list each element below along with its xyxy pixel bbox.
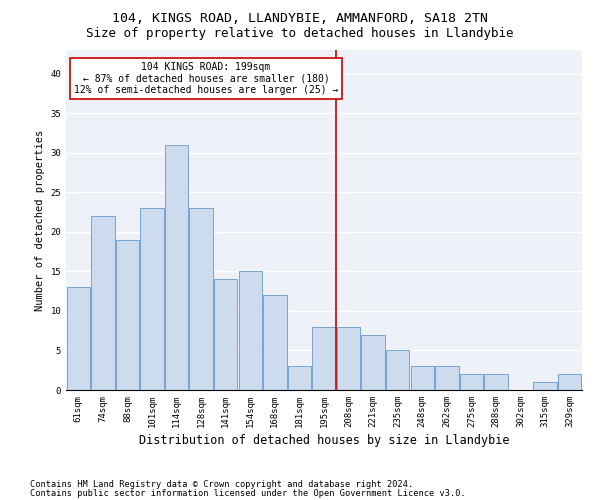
Bar [67,287,90,390]
Bar [386,350,409,390]
Bar [165,145,188,390]
Bar [116,240,139,390]
Bar [337,326,360,390]
Bar [361,334,385,390]
Bar [288,366,311,390]
X-axis label: Distribution of detached houses by size in Llandybie: Distribution of detached houses by size … [139,434,509,447]
Text: 104, KINGS ROAD, LLANDYBIE, AMMANFORD, SA18 2TN: 104, KINGS ROAD, LLANDYBIE, AMMANFORD, S… [112,12,488,26]
Bar [558,374,581,390]
Text: Contains HM Land Registry data © Crown copyright and database right 2024.: Contains HM Land Registry data © Crown c… [30,480,413,489]
Bar [484,374,508,390]
Text: Size of property relative to detached houses in Llandybie: Size of property relative to detached ho… [86,28,514,40]
Bar [410,366,434,390]
Y-axis label: Number of detached properties: Number of detached properties [35,130,45,310]
Bar [190,208,213,390]
Bar [140,208,164,390]
Bar [435,366,458,390]
Bar [460,374,483,390]
Bar [313,326,335,390]
Bar [263,295,287,390]
Bar [239,272,262,390]
Text: 104 KINGS ROAD: 199sqm
← 87% of detached houses are smaller (180)
12% of semi-de: 104 KINGS ROAD: 199sqm ← 87% of detached… [74,62,338,95]
Bar [214,280,238,390]
Text: Contains public sector information licensed under the Open Government Licence v3: Contains public sector information licen… [30,489,466,498]
Bar [533,382,557,390]
Bar [91,216,115,390]
